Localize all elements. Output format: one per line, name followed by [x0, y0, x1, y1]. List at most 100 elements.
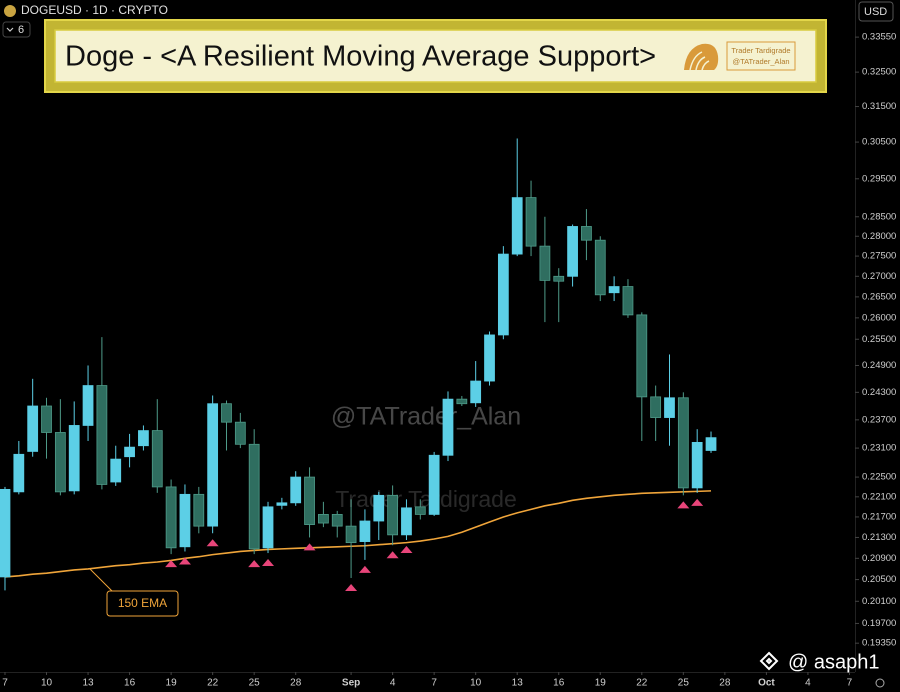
currency-box[interactable] — [858, 1, 894, 22]
candle-body — [401, 507, 412, 536]
candle-body — [96, 385, 108, 485]
candle-body — [345, 525, 357, 544]
credit-icon — [759, 651, 779, 671]
candle-body — [539, 245, 551, 281]
indicator-badge-box[interactable] — [2, 21, 31, 38]
x-tick-label: 25 — [678, 678, 690, 689]
candle-body — [608, 286, 620, 294]
settings-icon[interactable] — [875, 678, 885, 688]
candle-body — [234, 421, 246, 445]
x-tick-label: 28 — [290, 678, 302, 689]
symbol-icon — [4, 5, 16, 17]
x-tick-label: 10 — [470, 678, 482, 689]
candle-body — [650, 396, 662, 418]
logo-text: @TATrader_Alan — [732, 57, 789, 66]
y-tick-label: 0.28000 — [862, 231, 896, 242]
support-marker — [400, 546, 413, 554]
support-marker — [386, 551, 399, 559]
candle-body — [54, 432, 66, 493]
candle-body — [68, 425, 80, 492]
x-tick-label: Oct — [758, 678, 775, 689]
candle-body — [414, 506, 426, 515]
y-tick-label: 0.32500 — [862, 67, 896, 78]
ema-label-box — [106, 590, 179, 617]
y-tick-label: 0.22500 — [862, 472, 896, 483]
y-tick-label: 0.24900 — [862, 360, 896, 371]
support-marker — [248, 560, 261, 568]
y-tick-label: 0.33550 — [862, 32, 896, 43]
candle-body — [248, 443, 260, 550]
y-tick-label: 0.26000 — [862, 312, 896, 323]
y-tick-label: 0.22100 — [862, 491, 896, 502]
x-tick-label: 4 — [390, 678, 396, 689]
support-marker — [178, 557, 191, 565]
y-tick-label: 0.25500 — [862, 334, 896, 345]
chart-title: Doge - <A Resilient Moving Average Suppo… — [65, 41, 656, 73]
logo-box — [726, 41, 796, 71]
support-marker — [358, 565, 371, 573]
y-tick-label: 0.27500 — [862, 251, 896, 262]
ema-label: 150 EMA — [118, 596, 167, 610]
candle-body — [359, 520, 371, 542]
candle-body — [525, 197, 537, 247]
candle-body — [594, 239, 606, 296]
chevron-icon — [6, 27, 14, 32]
symbol-line: DOGEUSD · 1D · CRYPTO — [21, 3, 168, 17]
indicator-badge[interactable]: 6 — [18, 24, 24, 36]
y-tick-label: 0.27000 — [862, 271, 896, 282]
x-tick-label: 22 — [207, 678, 219, 689]
logo-text: Trader Tardigrade — [731, 46, 790, 55]
candle-body — [13, 453, 25, 493]
ema-label-pointer — [89, 568, 114, 593]
candle-body — [705, 437, 717, 451]
y-tick-label: 0.19700 — [862, 618, 896, 629]
candle-body — [27, 405, 39, 452]
x-tick-label: 25 — [249, 678, 261, 689]
candle-body — [41, 405, 52, 433]
y-tick-label: 0.31500 — [862, 101, 896, 112]
candle-body — [179, 493, 191, 548]
candle-body — [110, 458, 122, 483]
y-tick-label: 0.24300 — [862, 387, 896, 398]
candle-body — [484, 334, 495, 382]
candle-body — [193, 493, 205, 527]
candle-body — [207, 403, 219, 527]
candle-body — [470, 380, 482, 404]
plot-area — [0, 138, 717, 591]
x-tick-label: 13 — [512, 678, 524, 689]
candle-body — [581, 226, 592, 241]
x-tick-label: 13 — [82, 678, 94, 689]
candle-body — [304, 476, 315, 525]
support-marker — [677, 501, 690, 509]
y-tick-label: 0.28500 — [862, 211, 896, 222]
candle-body — [428, 454, 440, 515]
candle-body — [151, 430, 163, 488]
x-tick-label: 10 — [41, 678, 53, 689]
candle-body — [124, 446, 135, 458]
candle-body — [622, 286, 634, 316]
candle-body — [691, 441, 703, 489]
candle-body — [442, 398, 454, 456]
x-tick-label: 16 — [124, 678, 136, 689]
x-tick-label: 16 — [553, 678, 565, 689]
candle-body — [138, 430, 149, 447]
y-tick-label: 0.26500 — [862, 291, 896, 302]
x-tick-label: 7 — [431, 678, 437, 689]
candle-body — [567, 226, 578, 277]
x-tick-label: 19 — [595, 678, 607, 689]
currency[interactable]: USD — [864, 6, 887, 18]
candle-body — [456, 398, 468, 405]
candle-body — [664, 397, 675, 418]
support-marker — [206, 539, 219, 547]
x-tick-label: Sep — [342, 678, 360, 689]
y-tick-label: 0.23100 — [862, 443, 896, 454]
support-marker — [303, 543, 316, 551]
candle-body — [677, 397, 689, 489]
candle-body — [331, 514, 343, 527]
support-marker — [262, 559, 275, 567]
support-marker — [165, 560, 178, 568]
candle-body — [497, 253, 509, 336]
